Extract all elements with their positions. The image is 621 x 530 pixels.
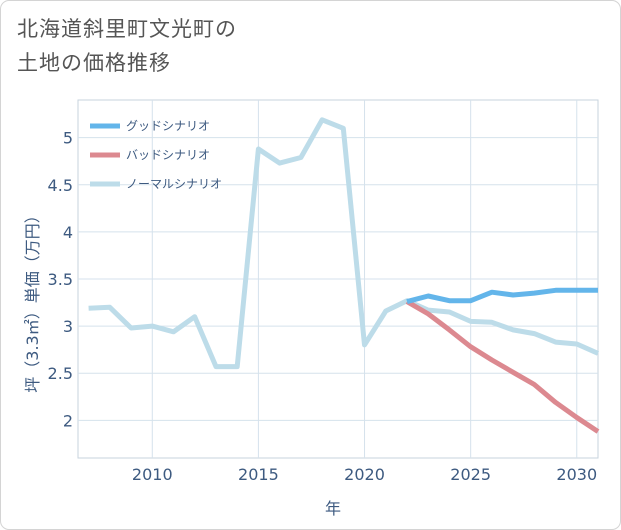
series-line-0 [406, 287, 598, 305]
y-tick-label-3: 3 [63, 317, 73, 336]
legend-label-2: ノーマルシナリオ [126, 177, 222, 191]
series-line-2 [88, 117, 600, 370]
y-axis-title: 坪（3.3㎡）単価（万円） [23, 207, 42, 392]
y-tick-label-4: 4 [63, 223, 73, 242]
y-tick-label-5: 5 [63, 129, 73, 148]
x-tick-label-2030: 2030 [556, 465, 597, 484]
y-tick-label-2.5: 2.5 [48, 364, 73, 383]
series-line-1 [405, 299, 600, 434]
x-tick-label-2015: 2015 [238, 465, 279, 484]
x-tick-label-2020: 2020 [344, 465, 385, 484]
chart-title: 北海道斜里町文光町の 土地の価格推移 [17, 12, 597, 80]
legend-label-0: グッドシナリオ [126, 119, 210, 133]
y-tick-labels: 2 2.5 3 3.5 4 4.5 5 [48, 129, 73, 431]
y-tick-label-4.5: 4.5 [48, 176, 73, 195]
series-lines [88, 117, 600, 434]
title-line-2: 土地の価格推移 [17, 51, 171, 75]
y-tick-label-3.5: 3.5 [48, 270, 73, 289]
legend-label-1: バッドシナリオ [126, 148, 210, 162]
x-tick-label-2010: 2010 [132, 465, 173, 484]
x-tick-label-2025: 2025 [450, 465, 491, 484]
title-line-1: 北海道斜里町文光町の [17, 17, 237, 41]
x-axis-title: 年 [325, 499, 341, 518]
x-tick-labels: 2010 2015 2020 2025 2030 [132, 465, 597, 484]
y-tick-label-2: 2 [63, 411, 73, 430]
